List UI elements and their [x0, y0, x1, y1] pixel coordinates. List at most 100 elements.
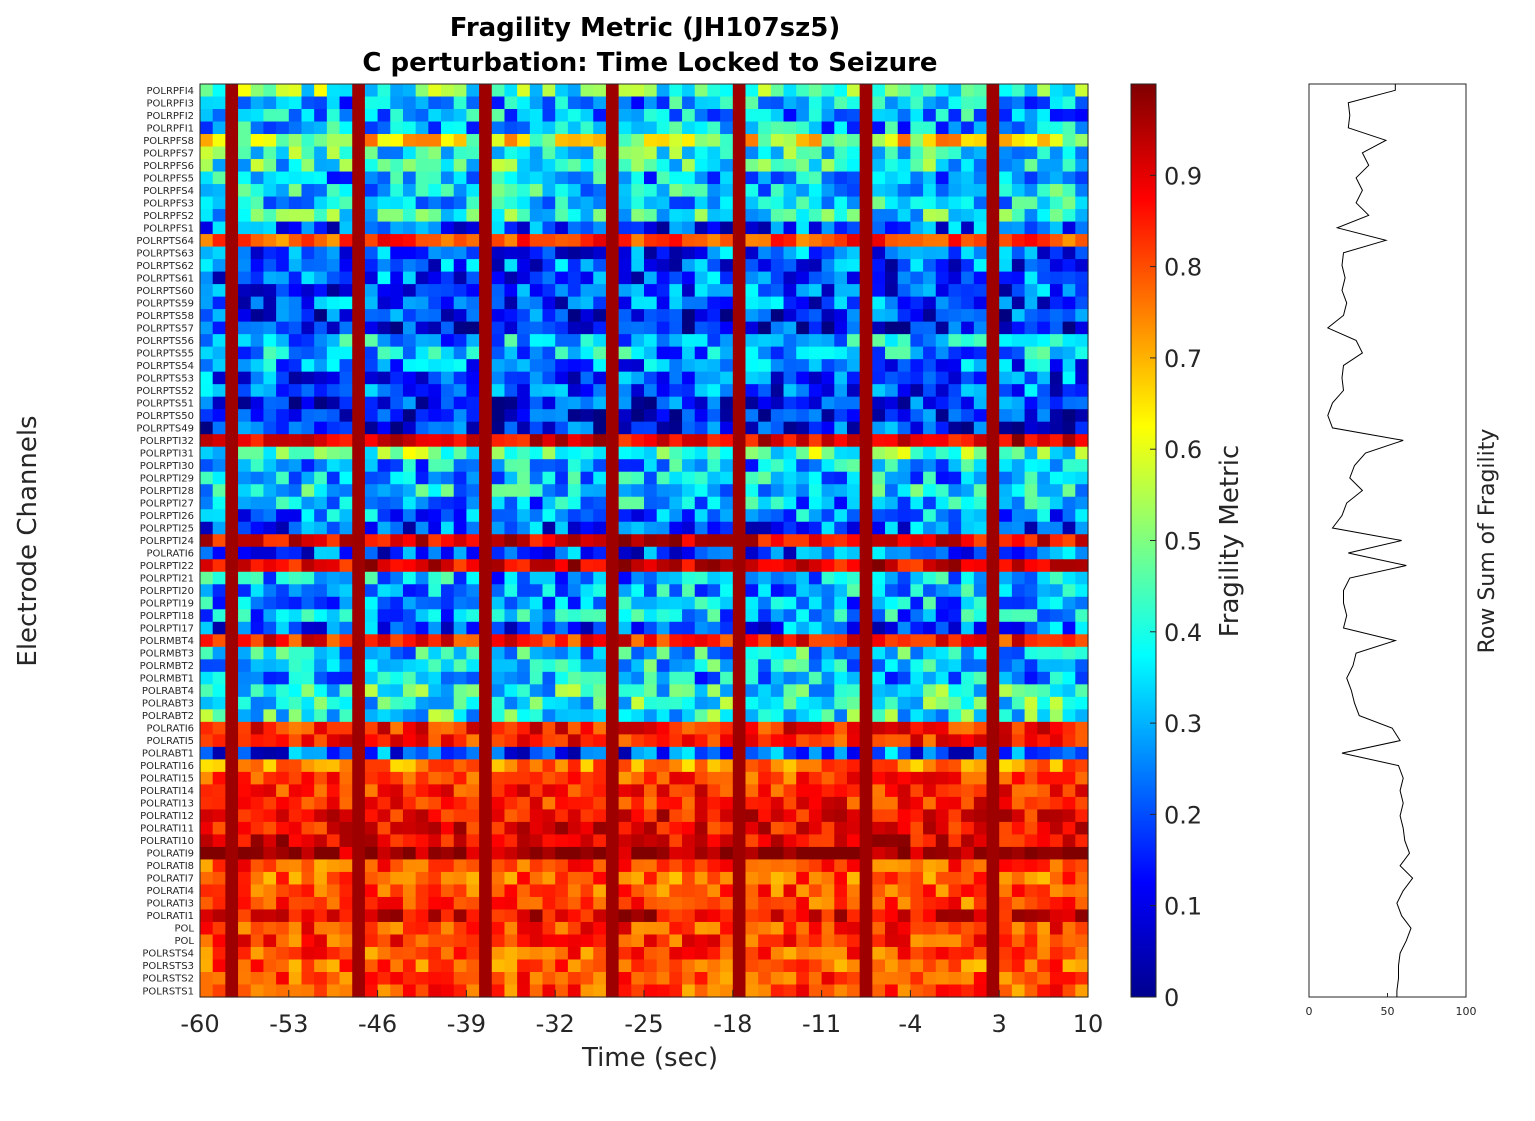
heatmap-cell [948, 234, 962, 248]
heatmap-cell [288, 134, 303, 148]
heatmap-cell [605, 221, 620, 235]
heatmap-cell [808, 234, 823, 248]
heatmap-cell [339, 634, 353, 648]
heatmap-cell [631, 846, 645, 861]
heatmap-cell [605, 946, 620, 961]
heatmap-cell [390, 859, 404, 873]
heatmap-cell [986, 734, 1000, 748]
heatmap-cell [441, 696, 455, 710]
heatmap-cell [301, 84, 315, 98]
heatmap-cell [276, 109, 290, 123]
heatmap-cell [834, 809, 848, 823]
heatmap-cell [1049, 584, 1064, 598]
heatmap-cell [542, 209, 556, 223]
heatmap-cell [352, 171, 366, 185]
heatmap-cell [326, 584, 341, 598]
heatmap-cell [656, 521, 670, 535]
heatmap-cell [694, 634, 709, 648]
heatmap-cell [504, 434, 518, 448]
heatmap-cell [352, 484, 366, 498]
heatmap-cell [250, 771, 265, 785]
heatmap-cell [567, 371, 582, 385]
heatmap-cell [923, 421, 937, 435]
heatmap-cell [656, 121, 670, 135]
heatmap-cell [555, 434, 569, 448]
heatmap-cell [859, 521, 873, 535]
heatmap-cell [1062, 396, 1076, 410]
heatmap-cell [479, 246, 493, 260]
heatmap-cell [390, 84, 404, 98]
heatmap-cell [758, 246, 772, 260]
heatmap-cell [859, 371, 873, 385]
heatmap-cell [580, 409, 594, 423]
heatmap-cell [402, 684, 417, 698]
heatmap-cell [935, 184, 950, 198]
heatmap-cell [1011, 271, 1026, 285]
heatmap-cell [466, 746, 480, 760]
heatmap-cell [415, 321, 429, 335]
heatmap-cell [682, 909, 696, 923]
heatmap-cell [479, 759, 493, 773]
heatmap-cell [479, 184, 493, 198]
heatmap-cell [821, 709, 835, 723]
heatmap-cell [593, 609, 607, 623]
heatmap-cell [225, 909, 239, 923]
heatmap-cell [339, 271, 353, 285]
heatmap-cell [301, 859, 315, 873]
heatmap-cell [859, 159, 873, 173]
heatmap-cell [225, 846, 239, 861]
heatmap-cell [948, 796, 962, 810]
heatmap-cell [986, 809, 1000, 823]
heatmap-cell [238, 484, 252, 498]
heatmap-cell [986, 284, 1000, 298]
heatmap-cell [986, 921, 1000, 936]
heatmap-cell [339, 96, 353, 110]
heatmap-cell [644, 184, 658, 198]
heatmap-cell [238, 534, 252, 548]
heatmap-cell [200, 684, 214, 698]
heatmap-cell [1011, 621, 1026, 635]
heatmap-cell [1049, 571, 1064, 585]
heatmap-cell [555, 409, 569, 423]
heatmap-cell [263, 821, 277, 836]
heatmap-cell [732, 809, 747, 823]
heatmap-cell [834, 109, 848, 123]
heatmap-cell [859, 271, 873, 285]
heatmap-cell [250, 896, 265, 911]
heatmap-cell [250, 746, 265, 760]
heatmap-cell [517, 934, 531, 948]
heatmap-cell [415, 596, 429, 610]
heatmap-cell [808, 196, 823, 210]
heatmap-cell [682, 596, 696, 610]
heatmap-cell [390, 121, 404, 135]
heatmap-cell [720, 584, 734, 598]
heatmap-cell [326, 684, 341, 698]
heatmap-cell [415, 434, 429, 448]
heatmap-cell [758, 346, 772, 360]
heatmap-cell [1011, 821, 1026, 836]
heatmap-cell [212, 671, 226, 685]
heatmap-cell [732, 409, 747, 423]
heatmap-cell [402, 534, 417, 548]
heatmap-cell [1011, 584, 1026, 598]
heatmap-cell [859, 421, 873, 435]
heatmap-cell [859, 434, 873, 448]
heatmap-cell [288, 909, 303, 923]
heatmap-cell [364, 909, 379, 923]
heatmap-cell [441, 671, 455, 685]
heatmap-cell [1037, 334, 1051, 348]
heatmap-cell [580, 646, 594, 660]
heatmap-cell [555, 871, 569, 886]
heatmap-cell [364, 184, 379, 198]
heatmap-cell [796, 659, 810, 673]
heatmap-cell [263, 571, 277, 585]
heatmap-cell [276, 146, 290, 160]
heatmap-cell [999, 859, 1013, 873]
heatmap-cell [555, 321, 569, 335]
heatmap-cell [593, 121, 607, 135]
heatmap-cell [682, 796, 696, 810]
heatmap-cell [682, 721, 696, 735]
heatmap-cell [1024, 471, 1038, 485]
heatmap-cell [504, 371, 518, 385]
heatmap-cell [555, 821, 569, 836]
